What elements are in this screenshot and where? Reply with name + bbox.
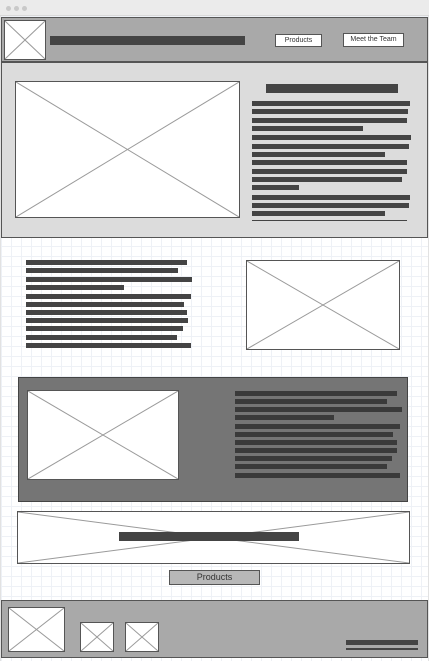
body-text-line [26,302,184,307]
body-text-line [26,260,187,265]
window-titlebar [0,0,429,16]
body-text-line [26,285,124,290]
hero-text-line [252,177,402,182]
hero-text-line [252,160,407,165]
body-text-line [26,294,191,299]
logo-placeholder[interactable] [4,20,46,60]
window-maximize-dot[interactable] [22,6,27,11]
site-footer [1,600,428,658]
hero-text-line [252,169,407,174]
footer-text-line [346,640,418,645]
nav-meet-the-team-button[interactable]: Meet the Team [343,33,404,47]
site-title-bar [50,36,245,45]
placeholder-image-icon [16,82,239,217]
body-text-line [26,268,178,273]
body-text-line [26,326,183,331]
body-text-line [26,343,191,348]
feature-text-line [235,464,387,469]
hero-divider [252,220,407,221]
hero-text-line [252,203,409,208]
placeholder-image-icon [247,261,399,349]
nav-products-button[interactable]: Products [275,34,322,47]
footer-logo-placeholder[interactable] [8,607,65,652]
feature-text-line [235,440,397,445]
footer-social-placeholder[interactable] [80,622,114,652]
feature-image-placeholder [27,390,179,480]
hero-text-line [252,185,299,190]
body-text-line [26,318,188,323]
body-text-line [26,335,177,340]
feature-section [18,377,408,502]
body-text-line [26,310,187,315]
feature-text-line [235,448,397,453]
hero-text-line [252,126,363,131]
placeholder-image-icon [126,623,158,651]
banner-image-placeholder [17,511,410,564]
hero-image-placeholder [15,81,240,218]
hero-text-line [252,118,407,123]
feature-text-line [235,424,400,429]
placeholder-image-icon [81,623,113,651]
hero-heading-bar [266,84,398,93]
hero-text-line [252,101,410,106]
content-image-placeholder [246,260,400,350]
footer-social-placeholder[interactable] [125,622,159,652]
banner-heading-bar [119,532,299,541]
placeholder-image-icon [9,608,64,651]
hero-text-line [252,211,385,216]
feature-text-line [235,456,392,461]
hero-text-line [252,144,409,149]
hero-text-line [252,135,411,140]
feature-text-line [235,415,334,420]
feature-text-line [235,432,393,437]
site-header: Products Meet the Team [1,17,428,62]
feature-text-line [235,399,387,404]
hero-text-line [252,152,385,157]
feature-text-line [235,391,397,396]
hero-section [1,62,428,238]
placeholder-image-icon [28,391,178,479]
window-close-dot[interactable] [6,6,11,11]
window-minimize-dot[interactable] [14,6,19,11]
footer-divider [346,648,418,650]
placeholder-image-icon [5,21,45,59]
body-text-line [26,277,192,282]
hero-text-line [252,195,410,200]
products-cta-button[interactable]: Products [169,570,260,585]
hero-text-line [252,109,408,114]
feature-text-line [235,407,402,412]
feature-text-line [235,473,400,478]
